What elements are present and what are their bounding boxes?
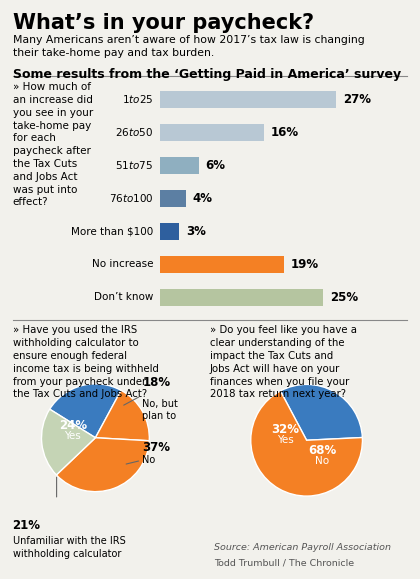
- Text: No: No: [315, 456, 329, 467]
- Text: 25%: 25%: [330, 291, 358, 304]
- Text: Yes: Yes: [277, 435, 294, 445]
- Bar: [160, 91, 336, 108]
- Wedge shape: [42, 409, 95, 475]
- Text: 4%: 4%: [192, 192, 213, 205]
- Text: » Do you feel like you have a
clear understanding of the
impact the Tax Cuts and: » Do you feel like you have a clear unde…: [210, 325, 357, 400]
- Text: 19%: 19%: [291, 258, 319, 271]
- Text: 3%: 3%: [186, 225, 206, 238]
- Text: $51 to $75: $51 to $75: [115, 159, 153, 171]
- Text: No, but
plan to: No, but plan to: [142, 399, 178, 420]
- Text: Todd Trumbull / The Chronicle: Todd Trumbull / The Chronicle: [214, 558, 354, 567]
- Text: 32%: 32%: [271, 423, 299, 435]
- Bar: [160, 289, 323, 306]
- Text: Yes: Yes: [64, 431, 81, 441]
- Text: $26 to $50: $26 to $50: [115, 126, 153, 138]
- Text: More than $100: More than $100: [71, 226, 153, 236]
- Wedge shape: [56, 438, 149, 492]
- Bar: [160, 124, 264, 141]
- Text: Unfamiliar with the IRS
withholding calculator: Unfamiliar with the IRS withholding calc…: [13, 536, 125, 559]
- Text: » How much of
an increase did
you see in your
take-home pay
for each
paycheck af: » How much of an increase did you see in…: [13, 82, 93, 207]
- Text: Don’t know: Don’t know: [94, 292, 153, 302]
- Text: 18%: 18%: [142, 376, 171, 389]
- Text: 24%: 24%: [59, 419, 87, 433]
- Text: 37%: 37%: [142, 441, 170, 454]
- Text: » Have you used the IRS
withholding calculator to
ensure enough federal
income t: » Have you used the IRS withholding calc…: [13, 325, 158, 400]
- Text: 6%: 6%: [205, 159, 226, 172]
- Text: No increase: No increase: [92, 259, 153, 269]
- Text: Many Americans aren’t aware of how 2017’s tax law is changing
their take-home pa: Many Americans aren’t aware of how 2017’…: [13, 35, 365, 58]
- Text: No: No: [142, 455, 155, 465]
- Text: Some results from the ‘Getting Paid in America’ survey: Some results from the ‘Getting Paid in A…: [13, 68, 401, 80]
- Text: 27%: 27%: [343, 93, 371, 106]
- Text: 68%: 68%: [308, 444, 336, 457]
- Wedge shape: [281, 384, 362, 440]
- Text: $76 to $100: $76 to $100: [108, 192, 153, 204]
- Bar: [160, 190, 186, 207]
- Bar: [160, 157, 199, 174]
- Text: 16%: 16%: [271, 126, 299, 139]
- Text: $1 to $25: $1 to $25: [122, 93, 153, 105]
- Text: What’s in your paycheck?: What’s in your paycheck?: [13, 13, 314, 33]
- Bar: [160, 223, 179, 240]
- Text: Source: American Payroll Association: Source: American Payroll Association: [214, 543, 391, 552]
- Wedge shape: [251, 391, 362, 496]
- Wedge shape: [95, 390, 150, 441]
- Wedge shape: [50, 384, 121, 438]
- Bar: [160, 256, 284, 273]
- Text: 21%: 21%: [13, 519, 41, 532]
